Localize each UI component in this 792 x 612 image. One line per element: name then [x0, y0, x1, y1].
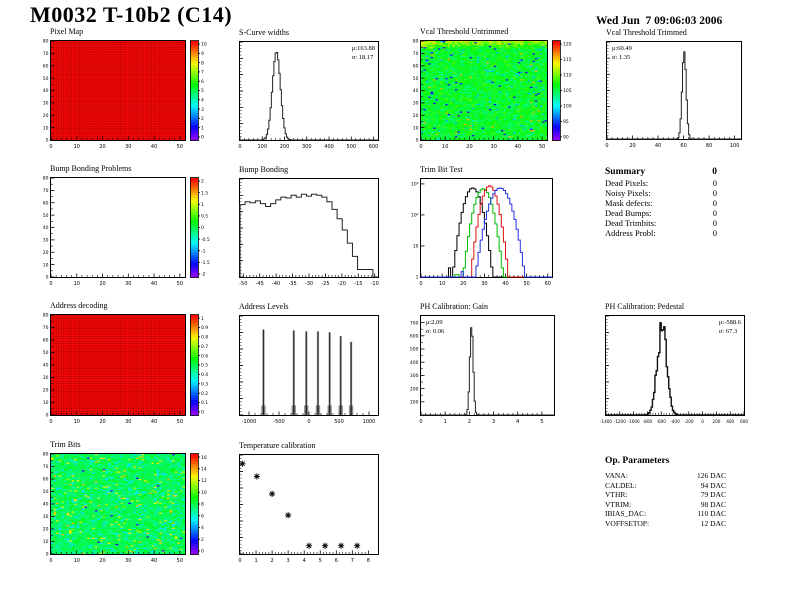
op-param-label: VANA:	[605, 471, 628, 480]
summary-value: 0	[712, 178, 717, 188]
stats-sigma: σ: 0.06	[426, 327, 445, 335]
ph-gain-plot	[406, 313, 561, 427]
trimbit-test-plot	[406, 176, 559, 289]
stats-mu: μ:60.49	[612, 45, 632, 52]
ph-gain-title: PH Calibration: Gain	[420, 302, 488, 311]
temperature-plot	[225, 452, 385, 566]
op-param-label: VOFFSETOP:	[605, 518, 650, 528]
op-row: VANA: 126 DAC	[605, 471, 726, 481]
ph-pedestal-title: PH Calibration: Pedestal	[605, 302, 685, 311]
vcal-trimmed-stats: μ:60.49 σ: 1.35	[612, 45, 632, 62]
stats-sigma: σ: 18.17	[351, 53, 374, 61]
pixel-map-panel: Pixel Map	[36, 26, 218, 152]
temperature-title: Temperature calibration	[239, 441, 316, 450]
summary-label: Noisy Pixels:	[605, 188, 651, 198]
op-row: VTRIM: 98 DAC	[605, 500, 726, 510]
op-row: VOFFSETOP: 12 DAC	[605, 519, 726, 529]
sum-row: Dead Trimbits: 0	[605, 218, 717, 228]
trimbit-test-panel: Trim Bit Test	[406, 164, 559, 289]
scurve-widths-panel: S-Curve widths μ:163.88 σ: 18.17	[225, 27, 385, 152]
ph-pedestal-panel: PH Calibration: Pedestal μ:-588.6 σ: 67.3	[591, 301, 751, 427]
summary-total: 0	[712, 167, 717, 177]
ph-gain-stats: μ:2.09 σ: 0.06	[426, 319, 444, 336]
summary-value: 0	[712, 218, 717, 228]
op-row: VTHR: 79 DAC	[605, 490, 726, 500]
timestamp: Wed Jun 7 09:06:03 2006	[596, 15, 723, 27]
op-param-value: 12 DAC	[700, 518, 726, 528]
op-param-label: IBIAS_DAC:	[605, 509, 647, 519]
op-param-label: VTRIM:	[605, 499, 632, 509]
ph-gain-panel: PH Calibration: Gain μ:2.09 σ: 0.06	[406, 301, 561, 427]
bump-bonding-plot	[225, 176, 385, 289]
sum-row: Noisy Pixels: 0	[605, 188, 717, 198]
summary-label: Dead Trimbits:	[605, 218, 657, 228]
stats-mu: μ:2.09	[426, 319, 443, 326]
vcal-untrimmed-plot	[406, 38, 580, 152]
op-parameters-title: Op. Parameters	[605, 456, 670, 466]
trimbit-test-title: Trim Bit Test	[420, 165, 463, 174]
ph-pedestal-stats: μ:-588.6 σ: 67.3	[719, 319, 741, 336]
op-param-value: 79 DAC	[700, 490, 726, 500]
ph-pedestal-plot	[591, 313, 751, 427]
op-param-value: 110 DAC	[697, 509, 726, 519]
address-decoding-title: Address decoding	[50, 301, 108, 310]
sum-row: Address Probl: 0	[605, 228, 717, 238]
summary-value: 0	[712, 228, 717, 238]
vcal-trimmed-panel: Vcal Threshold Trimmed μ:60.49 σ: 1.35	[592, 27, 748, 151]
summary-header: Summary 0	[605, 166, 717, 178]
summary-block: Summary 0 Dead Pixels: 0 Noisy Pixels: 0 Mas…	[605, 166, 717, 238]
stats-sigma: σ: 67.3	[718, 327, 738, 335]
summary-label: Dead Bumps:	[605, 208, 652, 218]
op-param-value: 98 DAC	[700, 499, 726, 509]
temperature-panel: Temperature calibration	[225, 440, 385, 566]
stats-mu: μ:163.88	[351, 45, 375, 52]
op-param-value: 126 DAC	[697, 471, 726, 480]
sum-row: Dead Pixels: 0	[605, 178, 717, 188]
sum-row: Mask defects: 0	[605, 198, 717, 208]
bump-problems-title: Bump Bonding Problems	[50, 164, 132, 173]
bump-problems-panel: Bump Bonding Problems	[36, 163, 218, 289]
summary-label: Address Probl:	[605, 228, 656, 238]
summary-value: 0	[712, 208, 717, 218]
bump-bonding-panel: Bump Bonding	[225, 164, 385, 289]
stats-sigma: σ: 1.35	[612, 53, 631, 61]
address-levels-panel: Address Levels	[225, 301, 385, 427]
address-decoding-plot	[36, 312, 218, 427]
scurve-widths-title: S-Curve widths	[239, 28, 289, 37]
pixel-map-title: Pixel Map	[50, 27, 84, 36]
scurve-widths-plot	[225, 39, 385, 152]
op-param-label: CALDEL:	[605, 480, 637, 490]
bump-problems-plot	[36, 175, 218, 289]
vcal-untrimmed-title: Vcal Threshold Untrimmed	[420, 27, 509, 36]
trim-bits-panel: Trim Bits	[36, 439, 218, 566]
op-parameters-block: Op. Parameters VANA: 126 DAC CALDEL: 94 DAC…	[605, 455, 726, 529]
summary-title: Summary	[605, 167, 646, 177]
stats-mu: μ:-588.6	[718, 319, 741, 326]
page-title: M0032 T-10b2 (C14)	[30, 2, 233, 27]
op-param-label: VTHR:	[605, 490, 628, 500]
summary-value: 0	[712, 198, 717, 208]
address-levels-title: Address Levels	[239, 302, 289, 311]
pixel-map-plot	[36, 38, 218, 152]
op-row: CALDEL: 94 DAC	[605, 481, 726, 491]
summary-label: Mask defects:	[605, 198, 653, 208]
op-row: IBIAS_DAC: 110 DAC	[605, 509, 726, 519]
vcal-untrimmed-panel: Vcal Threshold Untrimmed	[406, 26, 580, 152]
vcal-trimmed-plot	[592, 39, 748, 151]
sum-row: Dead Bumps: 0	[605, 208, 717, 218]
address-decoding-panel: Address decoding	[36, 300, 218, 427]
summary-value: 0	[712, 188, 717, 198]
op-param-value: 94 DAC	[700, 480, 726, 490]
vcal-trimmed-title: Vcal Threshold Trimmed	[606, 28, 687, 37]
address-levels-plot	[225, 313, 385, 427]
trim-bits-title: Trim Bits	[50, 440, 81, 449]
scurve-widths-stats: μ:163.88 σ: 18.17	[352, 45, 375, 62]
bump-bonding-title: Bump Bonding	[239, 165, 289, 174]
summary-label: Dead Pixels:	[605, 178, 649, 188]
trim-bits-plot	[36, 451, 218, 566]
